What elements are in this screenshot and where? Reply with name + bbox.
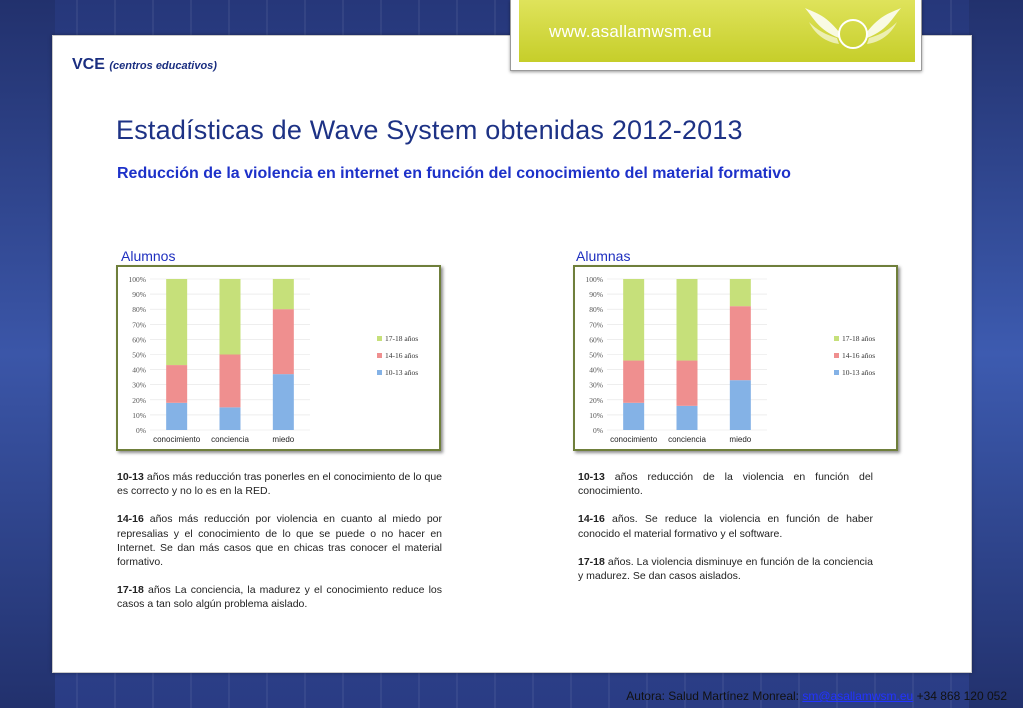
x-tick-label: miedo xyxy=(272,435,294,444)
x-tick-label: conocimiento xyxy=(610,435,658,444)
paragraph-text: años más reducción tras ponerles en el c… xyxy=(117,471,442,498)
y-tick-label: 60% xyxy=(589,335,603,344)
paragraph-17-18: 17-18 años La conciencia, la madurez y e… xyxy=(117,583,442,611)
y-tick-label: 70% xyxy=(132,320,146,329)
y-tick-label: 50% xyxy=(589,351,603,360)
y-tick-label: 80% xyxy=(132,305,146,314)
y-tick-label: 10% xyxy=(132,411,146,420)
bar-segment xyxy=(729,306,751,381)
chart-label-alumnas: Alumnas xyxy=(576,248,631,264)
paragraph-text: años La conciencia, la madurez y el cono… xyxy=(117,584,442,611)
paragraph-10-13: 10-13 años reducción de la violencia en … xyxy=(578,470,873,498)
legend-swatch xyxy=(377,370,382,375)
y-tick-label: 50% xyxy=(132,351,146,360)
y-tick-label: 100% xyxy=(129,275,147,284)
chart-alumnas: 0% 10% 20% 30% 40% 50% 60% 70% 80% 90% 100% conocim… xyxy=(573,265,898,451)
x-tick-label: conciencia xyxy=(668,435,706,444)
bar-segment xyxy=(219,354,241,408)
y-tick-label: 20% xyxy=(589,396,603,405)
page-title: Estadísticas de Wave System obtenidas 20… xyxy=(116,115,743,145)
paragraph-text: años reducción de la violencia en funció… xyxy=(578,471,873,498)
footer-credits: Autora: Salud Martínez Monreal: sm@asall… xyxy=(626,689,1007,703)
bar-segment xyxy=(623,360,645,403)
paragraph-text: años. Se reduce la violencia en función … xyxy=(578,513,873,540)
y-tick-label: 0% xyxy=(593,426,603,435)
bar-segment xyxy=(272,279,294,310)
bar-segment xyxy=(676,405,698,430)
background-right-panel xyxy=(969,0,1023,708)
age-range-label: 10-13 xyxy=(117,471,144,483)
paragraph-17-18: 17-18 años. La violencia disminuye en fu… xyxy=(578,555,873,583)
chart-svg: 0% 10% 20% 30% 40% 50% 60% 70% 80% 90% 100% conocim… xyxy=(586,275,876,444)
footer-email-link[interactable]: sm@asallamwsm.eu xyxy=(802,689,914,703)
x-tick-label: miedo xyxy=(729,435,751,444)
winged-logo-icon xyxy=(805,8,901,49)
page-subtitle: Reducción de la violencia en internet en… xyxy=(117,165,791,182)
legend-swatch xyxy=(834,336,839,341)
y-tick-label: 30% xyxy=(132,381,146,390)
footer-phone: +34 868 120 052 xyxy=(913,689,1007,703)
legend-swatch xyxy=(377,336,382,341)
x-tick-label: conciencia xyxy=(211,435,249,444)
y-tick-label: 20% xyxy=(132,396,146,405)
y-tick-label: 90% xyxy=(132,290,146,299)
paragraph-text: años más reducción por violencia en cuan… xyxy=(117,513,442,569)
y-tick-label: 10% xyxy=(589,411,603,420)
legend-label: 17-18 años xyxy=(385,334,418,343)
background-left-panel xyxy=(0,0,55,708)
bar-segment xyxy=(219,407,241,430)
bar-segment xyxy=(729,380,751,430)
header-banner: www.asallamwsm.eu xyxy=(510,0,922,71)
age-range-label: 14-16 xyxy=(117,513,144,526)
legend-label: 14-16 años xyxy=(842,351,875,360)
chart-svg: 0% 10% 20% 30% 40% 50% 60% 70% 80% 90% 100% conocim… xyxy=(129,275,419,444)
brand-subtitle: (centros educativos) xyxy=(109,60,217,72)
bar-segment xyxy=(623,402,645,430)
text-block-alumnas: 10-13 años reducción de la violencia en … xyxy=(578,470,873,597)
chart-alumnos: 0% 10% 20% 30% 40% 50% 60% 70% 80% 90% 100% conocim… xyxy=(116,265,441,451)
bar-segment xyxy=(219,279,241,355)
y-tick-label: 100% xyxy=(586,275,604,284)
age-range-label: 10-13 xyxy=(578,471,605,483)
y-tick-label: 0% xyxy=(136,426,146,435)
bar-segment xyxy=(623,279,645,361)
bar-segment xyxy=(166,279,188,366)
legend-swatch xyxy=(377,353,382,358)
age-range-label: 17-18 xyxy=(117,584,144,597)
bar-segment xyxy=(272,374,294,430)
legend-swatch xyxy=(834,353,839,358)
age-range-label: 14-16 xyxy=(578,513,605,526)
y-tick-label: 30% xyxy=(589,381,603,390)
bar-segment xyxy=(166,365,188,403)
x-tick-label: conocimiento xyxy=(153,435,201,444)
chart-label-alumnos: Alumnos xyxy=(121,248,176,264)
legend-label: 14-16 años xyxy=(385,351,418,360)
age-range-label: 17-18 xyxy=(578,555,605,568)
y-tick-label: 80% xyxy=(589,305,603,314)
y-tick-label: 40% xyxy=(589,366,603,375)
brand-name: VCE xyxy=(72,56,105,73)
y-tick-label: 70% xyxy=(589,320,603,329)
text-block-alumnos: 10-13 años más reducción tras ponerles e… xyxy=(117,470,442,626)
banner-url-link[interactable]: www.asallamwsm.eu xyxy=(549,22,712,41)
y-tick-label: 90% xyxy=(589,290,603,299)
y-tick-label: 60% xyxy=(132,335,146,344)
bar-segment xyxy=(676,279,698,361)
legend-label: 10-13 años xyxy=(842,368,875,377)
paragraph-14-16: 14-16 años. Se reduce la violencia en fu… xyxy=(578,512,873,540)
legend-label: 17-18 años xyxy=(842,334,875,343)
footer-author: Autora: Salud Martínez Monreal: xyxy=(626,689,803,703)
bar-segment xyxy=(166,402,188,430)
bar-segment xyxy=(272,309,294,375)
bar-segment xyxy=(676,360,698,406)
bar-segment xyxy=(729,279,751,307)
paragraph-10-13: 10-13 años más reducción tras ponerles e… xyxy=(117,470,442,498)
brand-header: VCE (centros educativos) xyxy=(72,56,217,74)
legend-swatch xyxy=(834,370,839,375)
y-tick-label: 40% xyxy=(132,366,146,375)
legend-label: 10-13 años xyxy=(385,368,418,377)
paragraph-14-16: 14-16 años más reducción por violencia e… xyxy=(117,512,442,569)
banner-inner: www.asallamwsm.eu xyxy=(519,0,915,62)
paragraph-text: años. La violencia disminuye en función … xyxy=(578,555,873,583)
